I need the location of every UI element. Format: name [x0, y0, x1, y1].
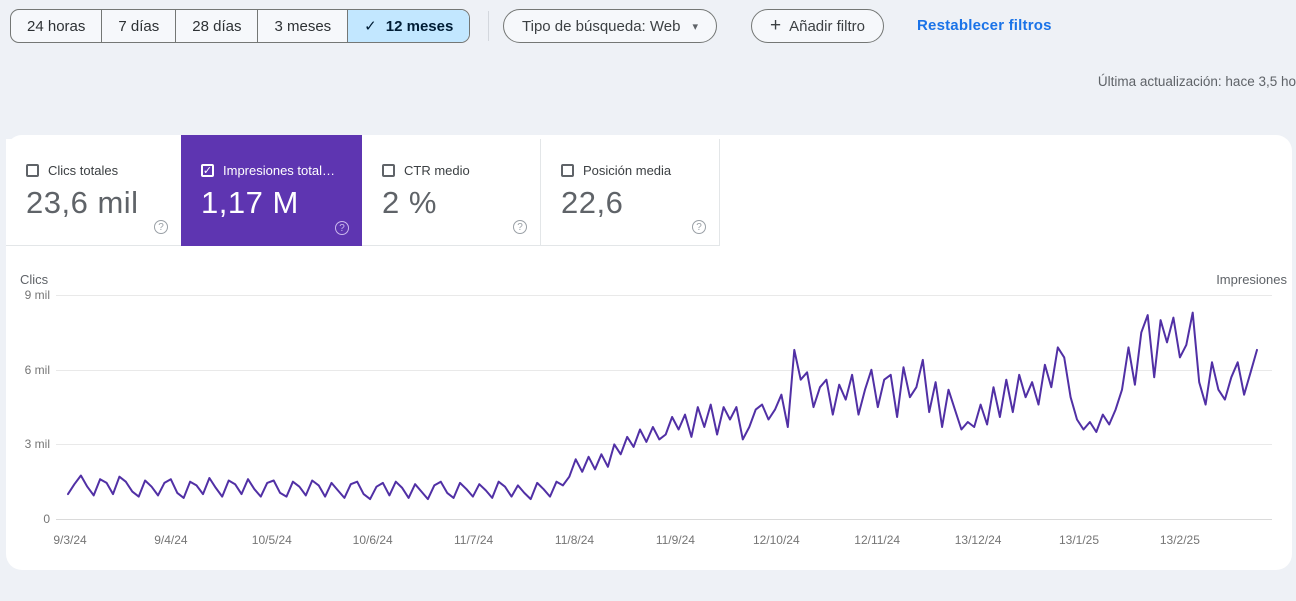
x-tick-label: 13/2/25 — [1159, 533, 1200, 547]
search-type-dropdown[interactable]: Tipo de búsqueda: Web ▾ — [503, 9, 717, 43]
left-axis-caption: Clics — [20, 272, 49, 287]
y-tick-label: 0 — [43, 512, 50, 526]
metric-value: 2 % — [382, 185, 437, 220]
range-12m-button[interactable]: ✓ 12 meses — [347, 10, 470, 42]
range-label: 28 días — [192, 17, 242, 35]
date-range-selector: 24 horas 7 días 28 días 3 meses ✓ 12 mes… — [10, 9, 471, 43]
x-tick-label: 11/7/24 — [454, 533, 494, 547]
plus-icon: + — [770, 15, 782, 36]
right-axis-caption: Impresiones — [1216, 272, 1287, 287]
add-filter-button[interactable]: + Añadir filtro — [751, 9, 884, 43]
x-tick-label: 9/4/24 — [154, 533, 188, 547]
check-icon: ✓ — [202, 165, 213, 177]
metric-cards-row: Clics totales 23,6 mil ? ✓ Impresiones t… — [6, 135, 720, 246]
range-label: 3 meses — [274, 17, 332, 35]
range-label: 12 meses — [385, 17, 454, 35]
gridline — [56, 369, 1272, 371]
metric-card-impressions[interactable]: ✓ Impresiones total… 1,17 M ? — [181, 135, 362, 246]
gridline — [56, 519, 1272, 520]
help-icon[interactable]: ? — [692, 220, 706, 234]
chevron-down-icon: ▾ — [692, 20, 698, 33]
gridline — [56, 295, 1272, 297]
x-tick-label: 13/1/25 — [1058, 533, 1100, 547]
x-tick-label: 11/9/24 — [655, 533, 695, 547]
check-icon: ✓ — [364, 18, 377, 35]
gridline — [56, 444, 1272, 446]
x-tick-label: 9/3/24 — [53, 533, 87, 547]
metric-label: CTR medio — [404, 163, 470, 178]
metric-label: Impresiones total… — [223, 163, 335, 178]
range-28d-button[interactable]: 28 días — [175, 10, 257, 42]
ctr-checkbox[interactable] — [382, 164, 395, 177]
metric-card-clicks[interactable]: Clics totales 23,6 mil ? — [6, 139, 181, 246]
impressions-series-line — [67, 311, 1258, 501]
impressions-line[interactable] — [6, 246, 1292, 570]
metric-label: Clics totales — [48, 163, 119, 178]
range-label: 24 horas — [27, 17, 86, 35]
add-filter-label: Añadir filtro — [789, 17, 865, 35]
metric-value: 22,6 — [561, 185, 624, 220]
performance-chart: Clics Impresiones 9 mil 6 mil 3 mil 0 9/3/2… — [6, 246, 1292, 570]
x-tick-label: 12/10/24 — [752, 533, 800, 547]
performance-panel: Clics totales 23,6 mil ? ✓ Impresiones t… — [6, 135, 1292, 570]
x-tick-label: 10/6/24 — [352, 533, 393, 547]
y-tick-label: 3 mil — [24, 437, 50, 452]
search-type-label: Tipo de búsqueda: Web — [522, 17, 681, 35]
x-tick-label: 13/12/24 — [954, 533, 1002, 547]
help-icon[interactable]: ? — [513, 220, 527, 234]
metric-card-position[interactable]: Posición media 22,6 ? — [541, 139, 720, 246]
metric-value: 1,17 M — [201, 185, 299, 220]
clicks-checkbox[interactable] — [26, 164, 39, 177]
x-tick-label: 11/8/24 — [554, 533, 595, 547]
metric-label: Posición media — [583, 163, 672, 178]
metric-card-ctr[interactable]: CTR medio 2 % ? — [362, 139, 541, 246]
impressions-checkbox[interactable]: ✓ — [201, 164, 214, 177]
toolbar-divider — [488, 11, 489, 41]
range-3m-button[interactable]: 3 meses — [257, 10, 347, 42]
chart-plot — [6, 246, 1292, 570]
x-tick-label: 12/11/24 — [854, 533, 901, 547]
y-tick-label: 9 mil — [24, 288, 50, 303]
y-tick-label: 6 mil — [24, 362, 50, 377]
metric-value: 23,6 mil — [26, 185, 139, 220]
help-icon[interactable]: ? — [335, 221, 349, 235]
reset-filters-link[interactable]: Restablecer filtros — [917, 17, 1052, 34]
x-tick-label: 10/5/24 — [251, 533, 292, 547]
position-checkbox[interactable] — [561, 164, 574, 177]
help-icon[interactable]: ? — [154, 220, 168, 234]
range-label: 7 días — [118, 17, 160, 35]
range-7d-button[interactable]: 7 días — [101, 10, 175, 42]
last-updated-status: Última actualización: hace 3,5 ho — [1097, 74, 1296, 89]
range-24h-button[interactable]: 24 horas — [11, 10, 101, 42]
